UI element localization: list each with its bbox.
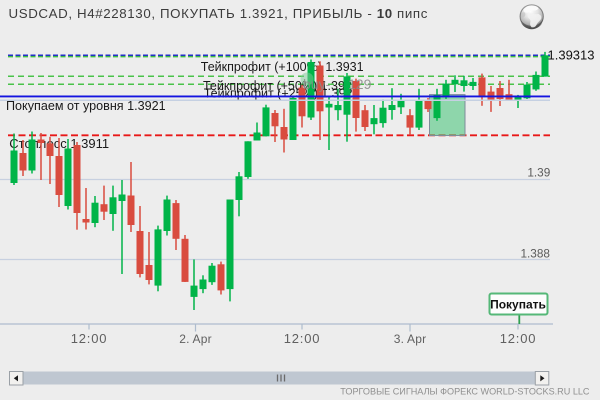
svg-text:2. Apr: 2. Apr xyxy=(179,332,212,346)
svg-text:Покупать: Покупать xyxy=(490,297,546,311)
svg-text:Тейкпрофит (+25%) 1.3923: Тейкпрофит (+25%) 1.3923 xyxy=(204,87,360,101)
svg-text:Покупаем от уровня 1.3921: Покупаем от уровня 1.3921 xyxy=(6,99,166,113)
svg-text:1.388: 1.388 xyxy=(520,246,550,260)
svg-text:buy-: buy- xyxy=(303,76,331,92)
svg-text:12:00: 12:00 xyxy=(284,331,321,346)
svg-text:1.39: 1.39 xyxy=(527,166,550,180)
svg-text:3. Apr: 3. Apr xyxy=(394,332,427,346)
svg-text:129: 129 xyxy=(348,76,372,92)
svg-text:ТОРГОВЫЕ СИГНАЛЫ ФОРЕКС WORLD-: ТОРГОВЫЕ СИГНАЛЫ ФОРЕКС WORLD-STOCKS.RU … xyxy=(340,387,590,397)
svg-text:USDCAD, H4#228130, ПОКУПАТЬ 1.: USDCAD, H4#228130, ПОКУПАТЬ 1.3921, ПРИБ… xyxy=(9,6,429,21)
svg-text:12:00: 12:00 xyxy=(71,331,108,346)
svg-text:1.39313: 1.39313 xyxy=(548,48,595,63)
svg-text:12:00: 12:00 xyxy=(500,331,537,346)
svg-text:Тейкпрофит (+100%) 1.3931: Тейкпрофит (+100%) 1.3931 xyxy=(201,60,364,74)
